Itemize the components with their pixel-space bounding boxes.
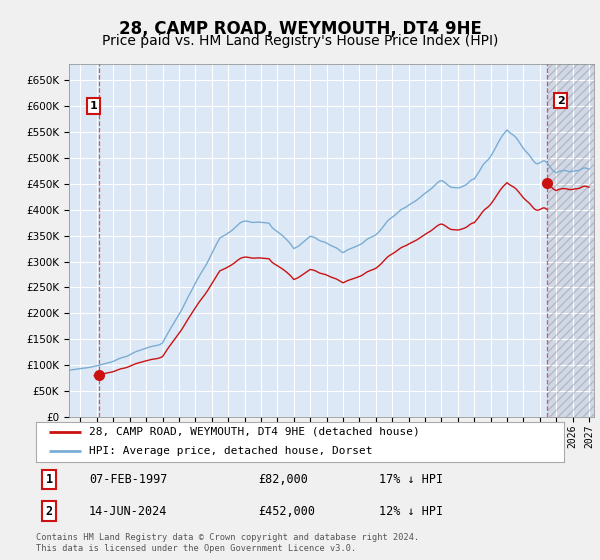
Text: 1: 1	[90, 101, 97, 111]
Text: HPI: Average price, detached house, Dorset: HPI: Average price, detached house, Dors…	[89, 446, 372, 456]
Text: £82,000: £82,000	[258, 473, 308, 486]
Text: Price paid vs. HM Land Registry's House Price Index (HPI): Price paid vs. HM Land Registry's House …	[102, 34, 498, 48]
Text: £452,000: £452,000	[258, 505, 315, 517]
Text: 2: 2	[46, 505, 53, 517]
Bar	[548, 64, 594, 417]
Text: 17% ↓ HPI: 17% ↓ HPI	[379, 473, 443, 486]
Text: 28, CAMP ROAD, WEYMOUTH, DT4 9HE: 28, CAMP ROAD, WEYMOUTH, DT4 9HE	[119, 20, 481, 38]
Text: 14-JUN-2024: 14-JUN-2024	[89, 505, 167, 517]
Bar	[548, 64, 594, 417]
Text: 07-FEB-1997: 07-FEB-1997	[89, 473, 167, 486]
Text: 28, CAMP ROAD, WEYMOUTH, DT4 9HE (detached house): 28, CAMP ROAD, WEYMOUTH, DT4 9HE (detach…	[89, 427, 419, 437]
Text: 2: 2	[557, 96, 565, 106]
Text: Contains HM Land Registry data © Crown copyright and database right 2024.
This d: Contains HM Land Registry data © Crown c…	[36, 533, 419, 553]
Text: 1: 1	[46, 473, 53, 486]
Text: 12% ↓ HPI: 12% ↓ HPI	[379, 505, 443, 517]
